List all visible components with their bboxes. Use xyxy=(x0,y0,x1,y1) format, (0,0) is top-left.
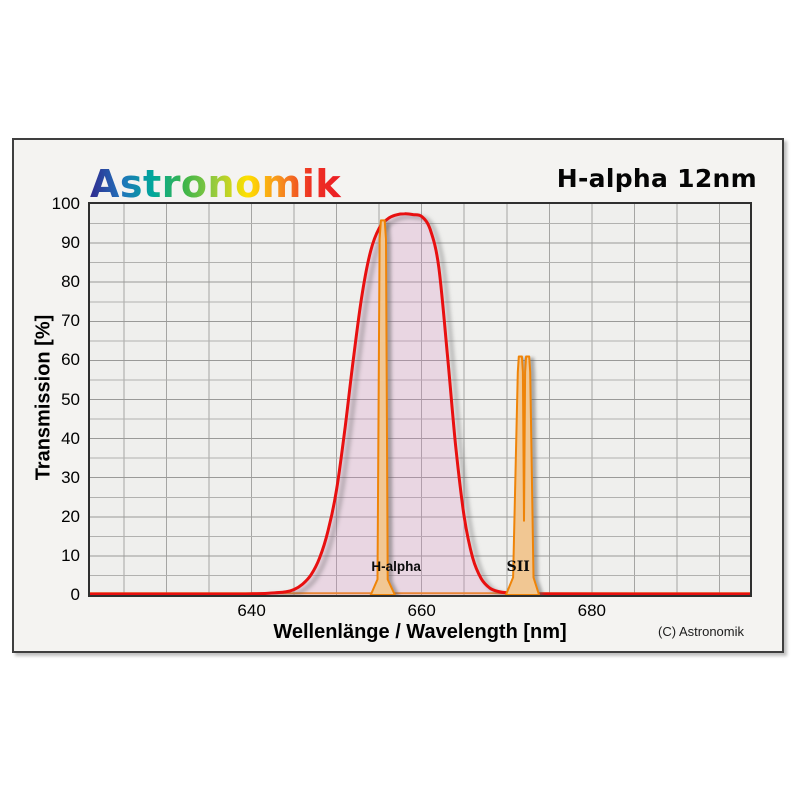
y-tick-label-60: 60 xyxy=(61,350,80,370)
x-tick-label-640: 640 xyxy=(237,601,266,620)
x-tick-label-660: 660 xyxy=(407,601,436,620)
y-tick-label-90: 90 xyxy=(61,233,80,253)
h-alpha-emission-line xyxy=(369,219,396,595)
y-tick-label-100: 100 xyxy=(51,194,80,213)
astronomik-logo: Astronomik xyxy=(90,162,341,206)
x-tick-label-680: 680 xyxy=(577,601,606,620)
y-tick-label-70: 70 xyxy=(61,311,80,331)
y-tick-label-20: 20 xyxy=(61,506,80,526)
sii-emission-doublet xyxy=(504,355,541,595)
transmission-chart: H-alpha SII xyxy=(90,204,750,595)
annotation-h-alpha: H-alpha xyxy=(371,559,421,574)
chart-panel: Astronomik H-alpha 12nm Transmission [%]… xyxy=(12,138,784,653)
copyright-text: (C) Astronomik xyxy=(658,624,744,639)
annotation-sii: SII xyxy=(507,559,530,575)
y-tick-label-80: 80 xyxy=(61,272,80,292)
y-tick-label-50: 50 xyxy=(61,389,80,409)
y-tick-label-30: 30 xyxy=(61,467,80,487)
plot-area: H-alpha SII xyxy=(88,202,752,597)
y-tick-label-0: 0 xyxy=(70,585,80,604)
y-tick-label-10: 10 xyxy=(61,545,80,565)
filter-transmission-curve xyxy=(90,212,750,595)
x-axis-title: Wellenlänge / Wavelength [nm] xyxy=(273,621,567,643)
y-tick-label-40: 40 xyxy=(61,428,80,448)
astronomik-logo-text: Astronomik xyxy=(90,162,341,206)
page-title: H-alpha 12nm xyxy=(556,164,757,193)
